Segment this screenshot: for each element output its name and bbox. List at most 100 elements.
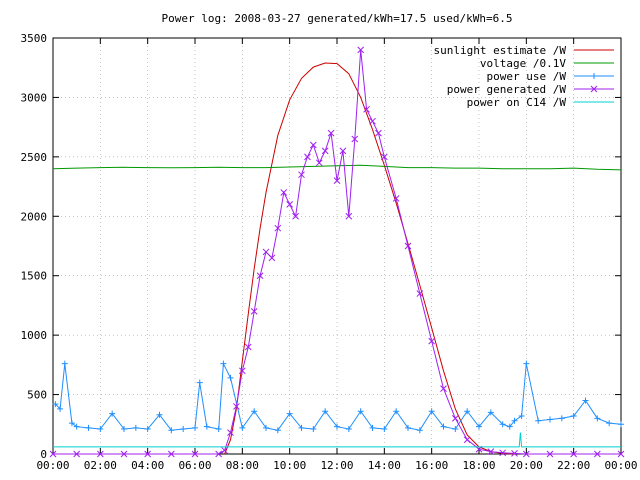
data-point <box>52 401 59 408</box>
data-point <box>570 412 577 419</box>
series-line <box>53 432 621 448</box>
data-point <box>463 436 471 444</box>
data-point <box>168 427 175 434</box>
x-tick-label: 18:00 <box>462 459 495 472</box>
data-point <box>263 424 269 431</box>
data-point <box>215 450 223 458</box>
data-point <box>274 224 282 232</box>
data-point <box>392 195 400 202</box>
data-point <box>256 272 264 280</box>
legend-label: power generated /W <box>447 83 567 96</box>
data-point <box>351 135 359 143</box>
x-tick-label: 12:00 <box>320 459 353 472</box>
data-point <box>451 414 459 422</box>
data-point <box>499 449 507 457</box>
data-point <box>322 408 329 415</box>
data-point <box>156 411 163 418</box>
data-point <box>499 421 506 428</box>
y-tick-label: 500 <box>27 389 47 402</box>
data-point <box>262 248 270 256</box>
x-tick-label: 02:00 <box>84 459 117 472</box>
data-point <box>57 405 64 412</box>
data-point <box>381 426 388 433</box>
data-point <box>606 420 613 427</box>
data-point <box>61 360 68 367</box>
series-line <box>53 49 621 455</box>
data-point <box>132 424 139 431</box>
legend-label: power use /W <box>487 70 567 83</box>
data-point <box>97 426 104 433</box>
data-point <box>68 420 75 427</box>
data-point <box>339 147 347 155</box>
data-point <box>487 448 495 455</box>
data-point <box>523 360 530 367</box>
data-point <box>333 177 341 184</box>
data-point <box>375 129 382 137</box>
data-point <box>180 426 187 433</box>
data-point <box>310 426 317 433</box>
data-point <box>203 423 210 430</box>
chart-title: Power log: 2008-03-27 generated/kWh=17.5… <box>162 12 513 25</box>
data-point <box>452 426 459 433</box>
data-point <box>593 450 601 458</box>
data-point <box>428 408 435 415</box>
data-point <box>369 424 376 431</box>
data-point <box>196 379 203 386</box>
data-point <box>547 416 553 423</box>
data-point <box>405 424 411 431</box>
legend-label: sunlight estimate /W <box>434 44 567 57</box>
data-point <box>380 153 388 161</box>
y-tick-label: 2000 <box>21 210 48 223</box>
data-point <box>227 429 234 436</box>
legend-label: power on C14 /W <box>467 96 567 109</box>
data-point <box>274 427 281 434</box>
data-point <box>440 423 447 430</box>
data-point <box>244 343 252 351</box>
data-point <box>73 450 81 458</box>
y-tick-label: 3500 <box>21 32 48 45</box>
series-power-c14 <box>52 432 622 448</box>
data-point <box>167 450 175 458</box>
x-tick-label: 20:00 <box>510 459 543 472</box>
data-point <box>345 212 353 220</box>
data-point <box>546 450 554 458</box>
x-tick-label: 14:00 <box>368 459 401 472</box>
series-line <box>224 62 515 455</box>
data-point <box>511 417 518 424</box>
data-point <box>511 450 518 457</box>
data-point <box>215 426 222 433</box>
data-point <box>570 450 578 458</box>
data-point <box>416 290 424 297</box>
data-point <box>250 308 258 315</box>
data-point <box>120 450 128 458</box>
legend-marker <box>590 85 598 93</box>
x-tick-label: 08:00 <box>226 459 259 472</box>
data-point <box>221 447 228 454</box>
axes: 0 500 1000 1500 2000 2500 3000 3500 00:00 02:00 04… <box>21 32 638 472</box>
data-point <box>416 427 423 434</box>
x-tick-label: 22:00 <box>557 459 590 472</box>
y-tick-label: 0 <box>40 448 47 461</box>
data-point <box>327 129 335 137</box>
data-point <box>535 417 542 424</box>
series-power-use <box>52 360 624 434</box>
data-point <box>518 412 525 419</box>
data-point <box>357 408 364 415</box>
data-point <box>618 421 624 428</box>
data-point <box>440 385 447 392</box>
data-point <box>309 141 317 149</box>
data-point <box>227 374 234 381</box>
data-point <box>404 242 412 250</box>
data-point <box>315 159 323 167</box>
data-point <box>268 254 276 262</box>
data-point <box>280 189 288 196</box>
data-point <box>85 424 92 431</box>
data-point <box>286 410 293 417</box>
data-point <box>191 450 199 458</box>
data-point <box>239 424 246 431</box>
data-point <box>617 450 625 458</box>
data-point <box>522 450 530 458</box>
data-point <box>109 410 116 417</box>
data-point <box>582 397 589 404</box>
